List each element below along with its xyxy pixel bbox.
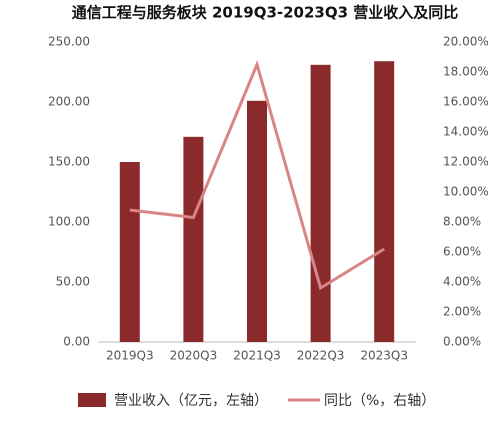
- y2-tick-label: 4.00%: [443, 275, 481, 289]
- y-tick-label: 250.00: [48, 35, 90, 49]
- x-tick-label: 2022Q3: [297, 349, 345, 363]
- y-tick-label: 0.00: [63, 335, 90, 349]
- x-tick-label: 2020Q3: [170, 349, 218, 363]
- y2-tick-label: 6.00%: [443, 245, 481, 259]
- x-tick-label: 2023Q3: [360, 349, 408, 363]
- bar: [374, 61, 395, 342]
- bar: [310, 64, 331, 343]
- y2-tick-label: 0.00%: [443, 335, 481, 349]
- legend-label: 同比（%，右轴）: [324, 393, 435, 409]
- x-tick-label: 2021Q3: [233, 349, 281, 363]
- y2-tick-label: 20.00%: [443, 35, 489, 49]
- y2-tick-label: 14.00%: [443, 125, 489, 139]
- x-tick-label: 2019Q3: [106, 349, 154, 363]
- y2-tick-label: 10.00%: [443, 185, 489, 199]
- bar: [119, 162, 140, 342]
- y2-tick-label: 16.00%: [443, 95, 489, 109]
- legend-swatch: [78, 393, 106, 407]
- y2-tick-label: 18.00%: [443, 65, 489, 79]
- y-tick-label: 200.00: [48, 95, 90, 109]
- y2-tick-label: 12.00%: [443, 155, 489, 169]
- bar: [247, 100, 267, 342]
- y2-tick-label: 8.00%: [443, 215, 481, 229]
- chart-title: 通信工程与服务板块 2019Q3-2023Q3 营业收入及同比: [72, 4, 459, 22]
- legend-label: 营业收入（亿元，左轴）: [114, 393, 268, 409]
- y2-tick-label: 2.00%: [443, 305, 481, 319]
- y-tick-label: 150.00: [48, 155, 90, 169]
- bar: [183, 136, 204, 342]
- y-tick-label: 50.00: [56, 275, 90, 289]
- line: [129, 59, 385, 291]
- y-tick-label: 100.00: [48, 215, 90, 229]
